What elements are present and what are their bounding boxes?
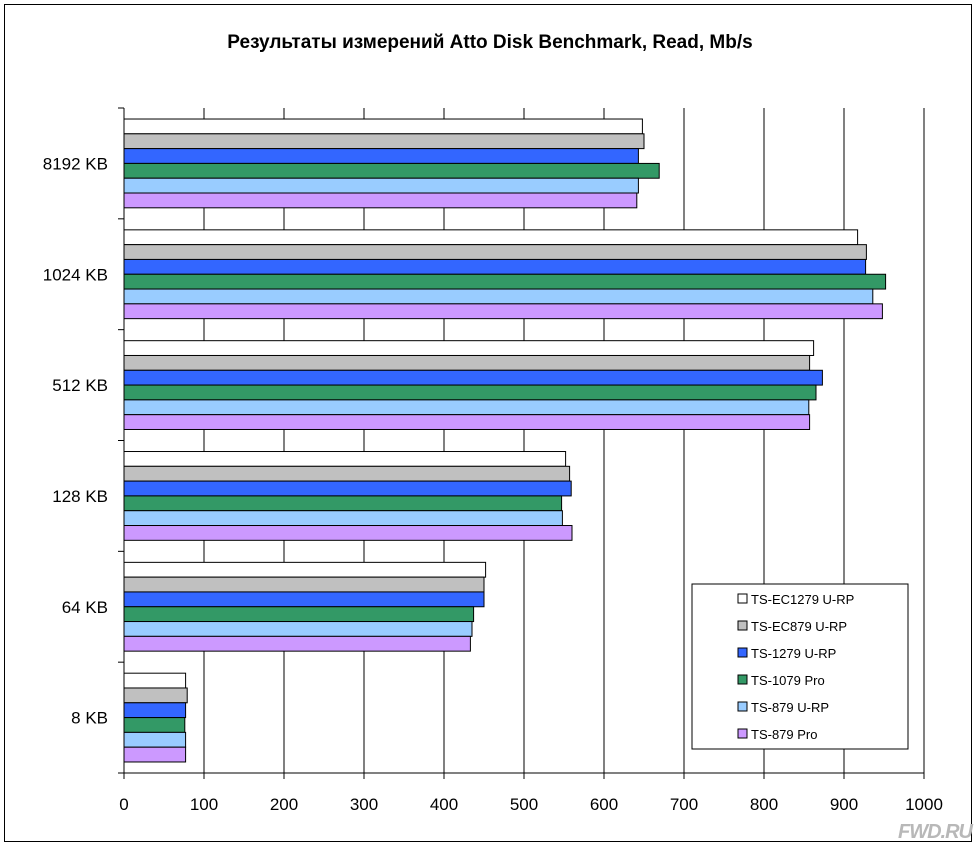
legend-swatch [737, 620, 748, 631]
x-tick-label: 0 [119, 795, 128, 814]
x-tick-labels: 0 100 200 300 400 500 600 700 800 900 1000 [119, 795, 943, 814]
bar [123, 177, 639, 194]
bar [123, 702, 187, 719]
y-tick-label: 128 KB [52, 487, 108, 506]
bar [123, 687, 188, 704]
chart-title: Результаты измерений Atto Disk Benchmark… [227, 32, 753, 53]
bar [123, 192, 638, 209]
y-tick-labels: 8192 KB 1024 KB 512 KB 128 KB 64 KB 8 KB [43, 154, 108, 727]
legend-swatch [737, 674, 748, 685]
bar [123, 118, 643, 135]
legend-swatch [737, 593, 748, 604]
y-tick-label: 1024 KB [43, 265, 108, 284]
bar [123, 731, 187, 748]
bar [123, 561, 487, 578]
bar [123, 525, 573, 541]
legend-swatch [737, 647, 748, 658]
x-tick-label: 400 [430, 795, 458, 814]
x-tick-label: 300 [350, 795, 378, 814]
bar [123, 480, 572, 497]
bar [123, 621, 473, 637]
legend-swatch [737, 728, 748, 739]
bar [123, 495, 563, 512]
bar [123, 746, 187, 763]
x-tick-label: 600 [590, 795, 618, 814]
bar [123, 133, 645, 150]
x-tick-label: 200 [270, 795, 298, 814]
bar [123, 340, 815, 356]
legend-label: TS-879 U-RP [751, 700, 829, 715]
legend-label: TS-EC879 U-RP [751, 619, 847, 634]
bar [123, 591, 485, 608]
bar [123, 399, 810, 416]
bar [123, 288, 874, 305]
bar [123, 384, 817, 401]
x-tick-label: 500 [510, 795, 538, 814]
bar [123, 635, 471, 652]
legend-swatch [737, 701, 748, 712]
legend-label: TS-879 Pro [751, 727, 817, 742]
bar [123, 148, 639, 164]
x-tick-label: 800 [750, 795, 778, 814]
bar [123, 354, 811, 371]
bar [123, 303, 883, 320]
bar [123, 258, 867, 275]
bars [123, 118, 887, 763]
bar [123, 369, 823, 386]
legend-label: TS-1079 Pro [751, 673, 825, 688]
legend-box [691, 583, 909, 750]
bar [123, 465, 571, 482]
bar [123, 273, 887, 290]
bar [123, 510, 563, 527]
bar [123, 414, 811, 430]
x-tick-label: 900 [830, 795, 858, 814]
bar [123, 244, 867, 260]
legend: TS-EC1279 U-RP TS-EC879 U-RP TS-1279 U-RP T… [691, 583, 909, 750]
x-tick-label: 700 [670, 795, 698, 814]
legend-label: TS-EC1279 U-RP [751, 592, 854, 607]
y-tick-label: 8192 KB [43, 154, 108, 173]
y-tick-label: 512 KB [52, 376, 108, 395]
axes [118, 107, 925, 779]
bar [123, 717, 186, 733]
y-tick-label: 64 KB [62, 598, 108, 617]
bar [123, 672, 187, 689]
bar [123, 162, 660, 179]
legend-label: TS-1279 U-RP [751, 646, 836, 661]
bar [123, 576, 485, 593]
x-tick-label: 1000 [905, 795, 943, 814]
watermark: FWD.RU [898, 821, 973, 843]
y-tick-label: 8 KB [71, 709, 108, 728]
bar [123, 229, 859, 246]
bar [123, 606, 475, 623]
bar [123, 451, 567, 467]
x-tick-label: 100 [190, 795, 218, 814]
